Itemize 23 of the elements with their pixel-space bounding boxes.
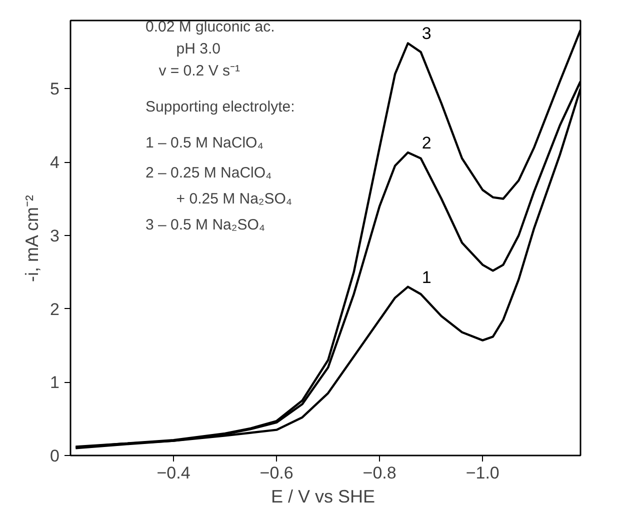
annotation: 3 – 0.5 M Na₂SO₄	[146, 216, 265, 234]
annotation: 2 – 0.25 M NaClO₄	[146, 164, 272, 182]
x-tick-label: −0.8	[362, 464, 396, 482]
y-tick-label: 3	[50, 226, 60, 246]
y-tick-label: 4	[50, 153, 60, 172]
y-tick-label: 2	[50, 300, 60, 319]
x-tick-label: −0.4	[156, 464, 190, 482]
annotation: 0.02 M gluconic ac.	[146, 18, 275, 36]
annotation: Supporting electrolyte:	[146, 98, 295, 116]
series-label: 2	[422, 134, 432, 153]
annotation: 1 – 0.5 M NaClO₄	[146, 134, 264, 152]
y-tick-label: 0	[50, 446, 60, 466]
x-tick-label: −0.6	[260, 464, 294, 482]
y-tick-label: 5	[50, 80, 60, 99]
annotation: v = 0.2 V s⁻¹	[158, 62, 240, 80]
y-axis-title: -i, mA cm⁻²	[22, 194, 42, 282]
x-tick-label: −1.0	[466, 464, 500, 482]
y-tick-label: 1	[50, 373, 60, 392]
series-label: 3	[422, 24, 432, 44]
x-axis-title: E / V vs SHE	[270, 486, 376, 506]
series-label: 1	[422, 268, 432, 287]
annotation: pH 3.0	[176, 40, 221, 58]
annotation: + 0.25 M Na₂SO₄	[176, 190, 292, 208]
